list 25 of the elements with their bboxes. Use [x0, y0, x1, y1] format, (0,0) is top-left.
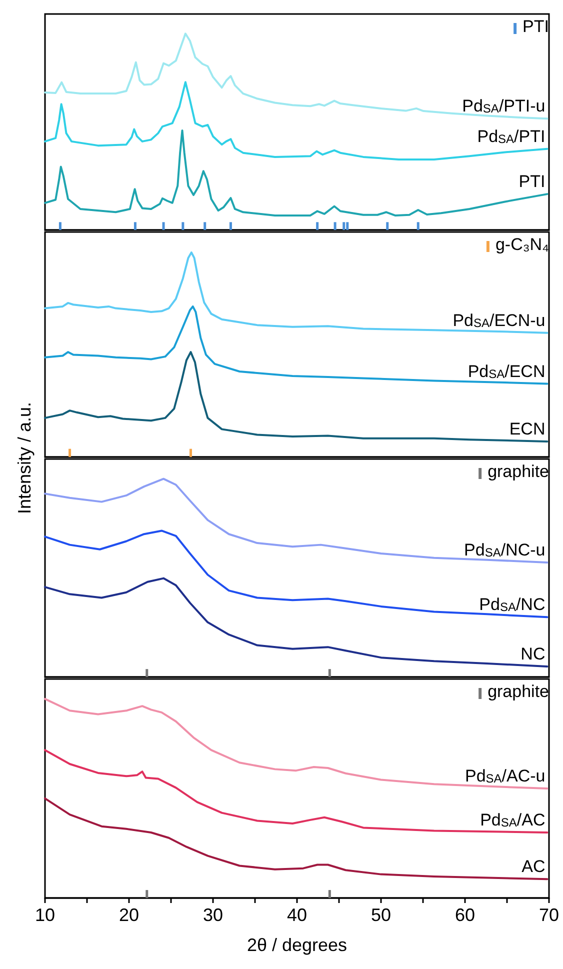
- series-label: PTI: [518, 172, 546, 192]
- x-tick-label: 10: [34, 905, 56, 925]
- legend-label: PTI: [522, 17, 550, 36]
- legend-label: graphite: [488, 682, 550, 701]
- series-label: PdSA/AC: [480, 810, 546, 830]
- x-axis-title: 2θ / degrees: [246, 935, 348, 955]
- x-tick-label: 20: [118, 905, 140, 925]
- series-label: PdSA/AC-u: [464, 766, 546, 786]
- series-label: PdSA/PTI-u: [462, 96, 546, 116]
- series-label: PdSA/NC-u: [464, 540, 546, 560]
- x-tick-label: 60: [454, 905, 476, 925]
- x-tick-label: 70: [538, 905, 560, 925]
- series-label: ECN: [509, 419, 546, 438]
- y-axis-title: Intensity / a.u.: [14, 402, 36, 514]
- series-label: PdSA/NC: [479, 595, 546, 614]
- series-label: PdSA/ECN-u: [452, 310, 546, 330]
- series-label: PdSA/ECN: [468, 362, 546, 381]
- series-label: PdSA/PTI: [477, 126, 546, 146]
- x-tick-label: 40: [286, 905, 308, 925]
- legend-label: g-C₃N₄: [495, 235, 550, 254]
- legend-label: graphite: [488, 462, 550, 481]
- series-label: AC: [522, 857, 546, 876]
- series-label: NC: [520, 644, 546, 664]
- x-tick-label: 50: [370, 905, 392, 925]
- x-tick-label: 30: [202, 905, 224, 925]
